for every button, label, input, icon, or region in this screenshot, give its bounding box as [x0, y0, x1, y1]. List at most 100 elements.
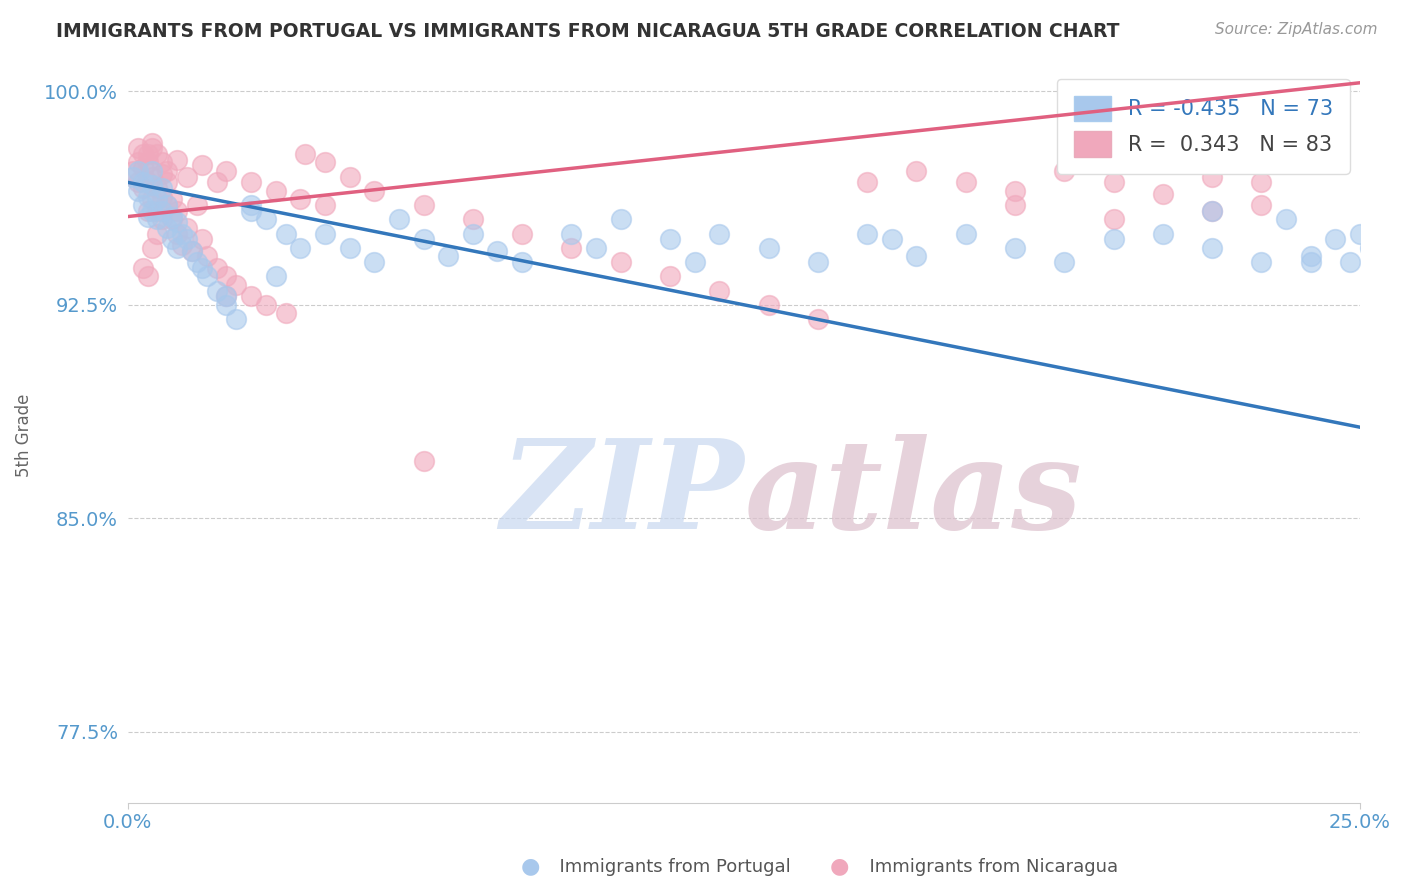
Point [683, 255, 706, 269]
Point [146, 147, 169, 161]
Point [1275, 212, 1298, 227]
Point [131, 260, 153, 275]
Point [180, 244, 202, 258]
Point [127, 141, 149, 155]
Point [141, 241, 163, 255]
Point [807, 255, 830, 269]
Legend: R = -0.435   N = 73, R =  0.343   N = 83: R = -0.435 N = 73, R = 0.343 N = 83 [1057, 78, 1350, 174]
Point [856, 227, 879, 241]
Point [141, 178, 163, 193]
Point [1102, 175, 1125, 189]
Point [225, 277, 247, 292]
Point [156, 198, 179, 212]
Point [205, 260, 228, 275]
Point [274, 227, 297, 241]
Point [215, 269, 238, 284]
Point [609, 212, 631, 227]
Point [131, 147, 153, 161]
Point [274, 306, 297, 320]
Point [659, 269, 682, 284]
Point [905, 164, 928, 178]
Point [486, 244, 509, 258]
Point [166, 215, 188, 229]
Point [127, 184, 149, 198]
Point [314, 227, 336, 241]
Point [160, 193, 183, 207]
Text: IMMIGRANTS FROM PORTUGAL VS IMMIGRANTS FROM NICARAGUA 5TH GRADE CORRELATION CHAR: IMMIGRANTS FROM PORTUGAL VS IMMIGRANTS F… [56, 22, 1119, 41]
Point [1358, 241, 1381, 255]
Point [150, 203, 173, 218]
Point [131, 198, 153, 212]
Point [339, 241, 361, 255]
Point [136, 155, 159, 169]
Point [264, 184, 287, 198]
Point [290, 241, 312, 255]
Point [180, 244, 202, 258]
Point [191, 260, 214, 275]
Point [186, 198, 208, 212]
Point [1201, 169, 1223, 184]
Text: atlas: atlas [744, 434, 1081, 555]
Point [136, 175, 159, 189]
Text: ●: ● [522, 856, 547, 876]
Point [437, 249, 460, 263]
Point [1152, 227, 1174, 241]
Point [290, 193, 312, 207]
Point [1250, 175, 1272, 189]
Point [127, 155, 149, 169]
Point [412, 198, 434, 212]
Point [146, 227, 169, 241]
Point [955, 227, 977, 241]
Point [215, 298, 238, 312]
Point [240, 198, 263, 212]
Point [1004, 198, 1026, 212]
Point [170, 238, 193, 252]
Point [510, 255, 533, 269]
Point [166, 241, 188, 255]
Point [205, 284, 228, 298]
Text: ●: ● [831, 856, 856, 876]
Point [136, 210, 159, 224]
Point [1250, 198, 1272, 212]
Point [150, 155, 173, 169]
Point [141, 193, 163, 207]
Point [127, 164, 149, 178]
Point [156, 175, 179, 189]
Point [150, 189, 173, 203]
Point [240, 289, 263, 303]
Point [176, 221, 198, 235]
Point [254, 212, 277, 227]
Point [1102, 232, 1125, 246]
Point [131, 175, 153, 189]
Point [166, 203, 188, 218]
Point [294, 147, 316, 161]
Point [510, 227, 533, 241]
Point [240, 203, 263, 218]
Point [254, 298, 277, 312]
Point [388, 212, 411, 227]
Point [156, 198, 179, 212]
Point [156, 221, 179, 235]
Point [176, 232, 198, 246]
Point [880, 232, 903, 246]
Point [1250, 255, 1272, 269]
Point [121, 169, 143, 184]
Point [160, 212, 183, 227]
Point [240, 175, 263, 189]
Point [146, 193, 169, 207]
Point [314, 198, 336, 212]
Point [807, 312, 830, 326]
Point [314, 155, 336, 169]
Point [195, 269, 218, 284]
Text: Immigrants from Nicaragua: Immigrants from Nicaragua [858, 858, 1118, 876]
Point [150, 212, 173, 227]
Point [363, 255, 385, 269]
Point [1324, 232, 1347, 246]
Point [1201, 203, 1223, 218]
Point [659, 232, 682, 246]
Point [1299, 155, 1322, 169]
Point [905, 249, 928, 263]
Point [141, 141, 163, 155]
Point [150, 181, 173, 195]
Point [856, 175, 879, 189]
